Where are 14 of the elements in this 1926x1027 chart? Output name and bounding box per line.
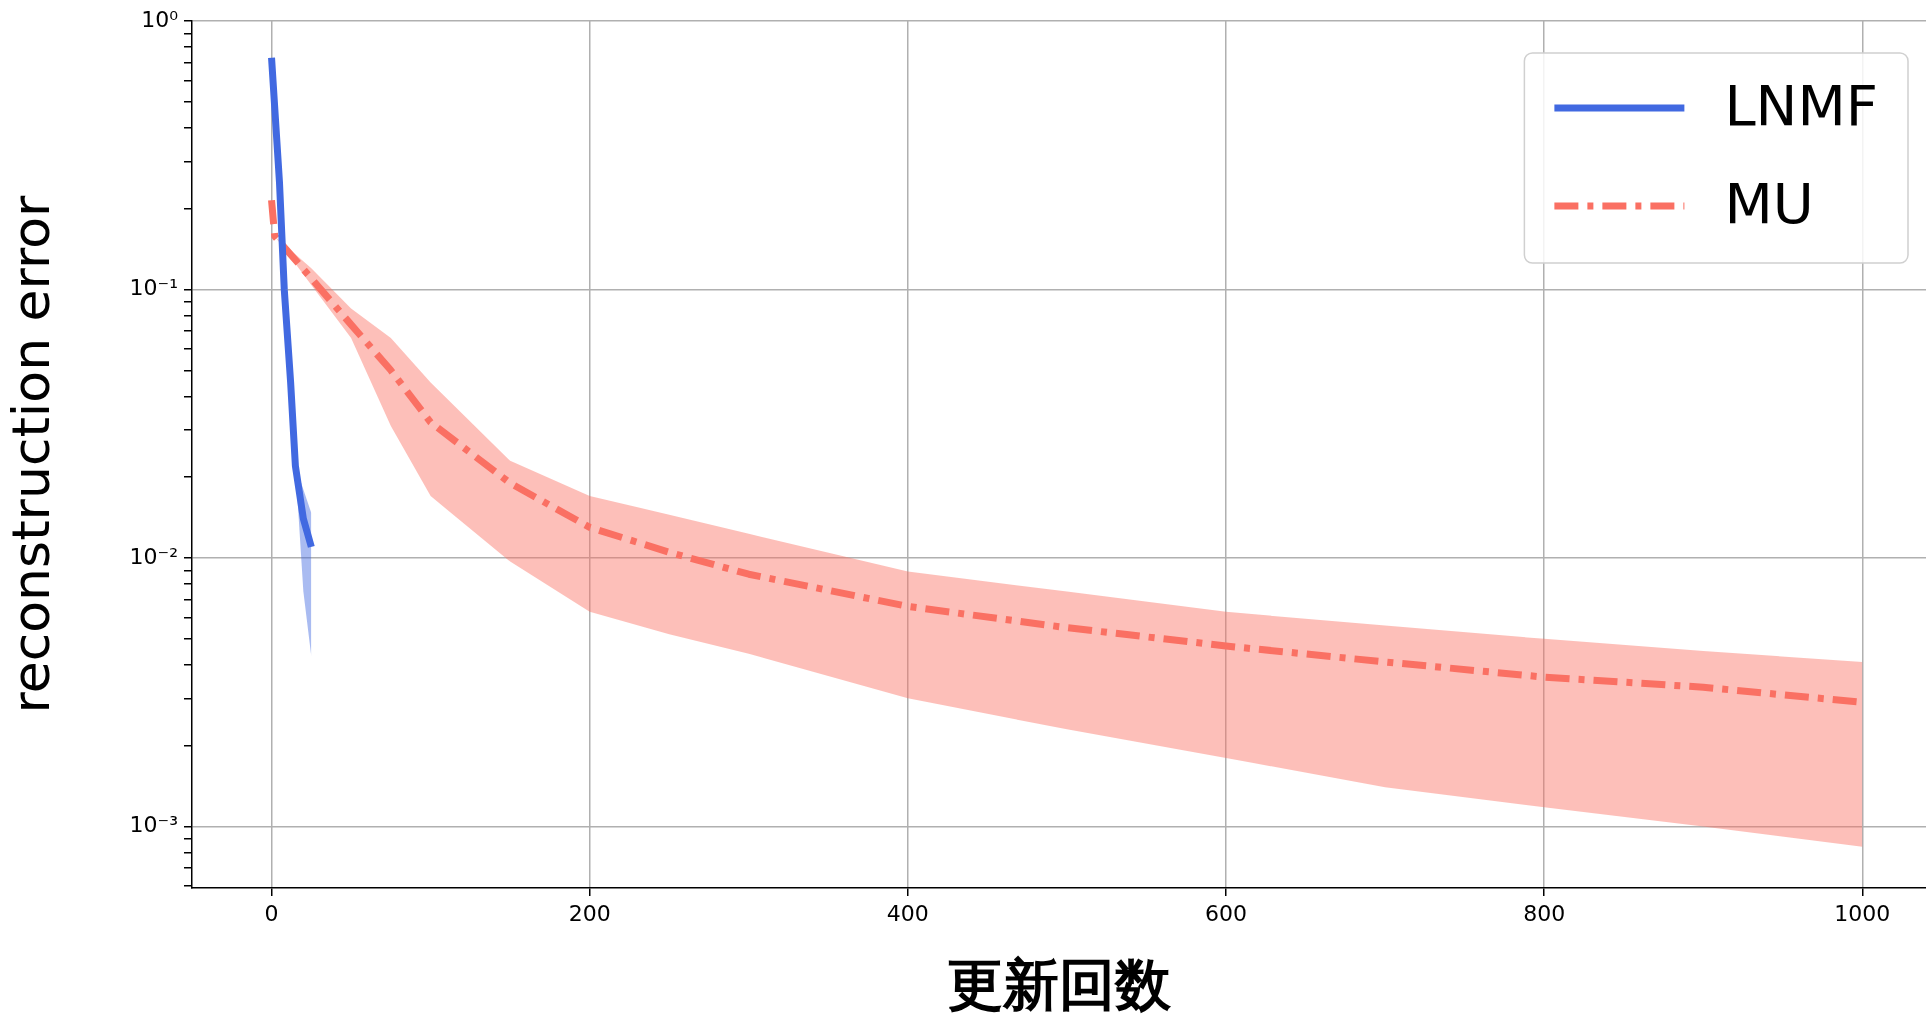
y-tick-label: 10⁻¹ xyxy=(129,275,178,301)
x-tick-label: 200 xyxy=(568,900,611,926)
x-tick-label: 0 xyxy=(264,900,279,926)
y-axis-title: reconstruction error xyxy=(0,194,61,714)
y-tick-label: 10⁻² xyxy=(129,543,178,569)
y-tick-label: 10⁻³ xyxy=(129,812,178,838)
x-tick-label: 400 xyxy=(886,900,929,926)
legend-label: MU xyxy=(1724,170,1814,236)
legend-label: LNMF xyxy=(1724,72,1879,138)
x-tick-label: 1000 xyxy=(1834,900,1891,926)
x-tick-label: 600 xyxy=(1205,900,1248,926)
x-tick-label: 800 xyxy=(1523,900,1566,926)
x-axis-title: 更新回数 xyxy=(947,951,1172,1017)
y-tick-label: 10⁰ xyxy=(141,6,179,32)
